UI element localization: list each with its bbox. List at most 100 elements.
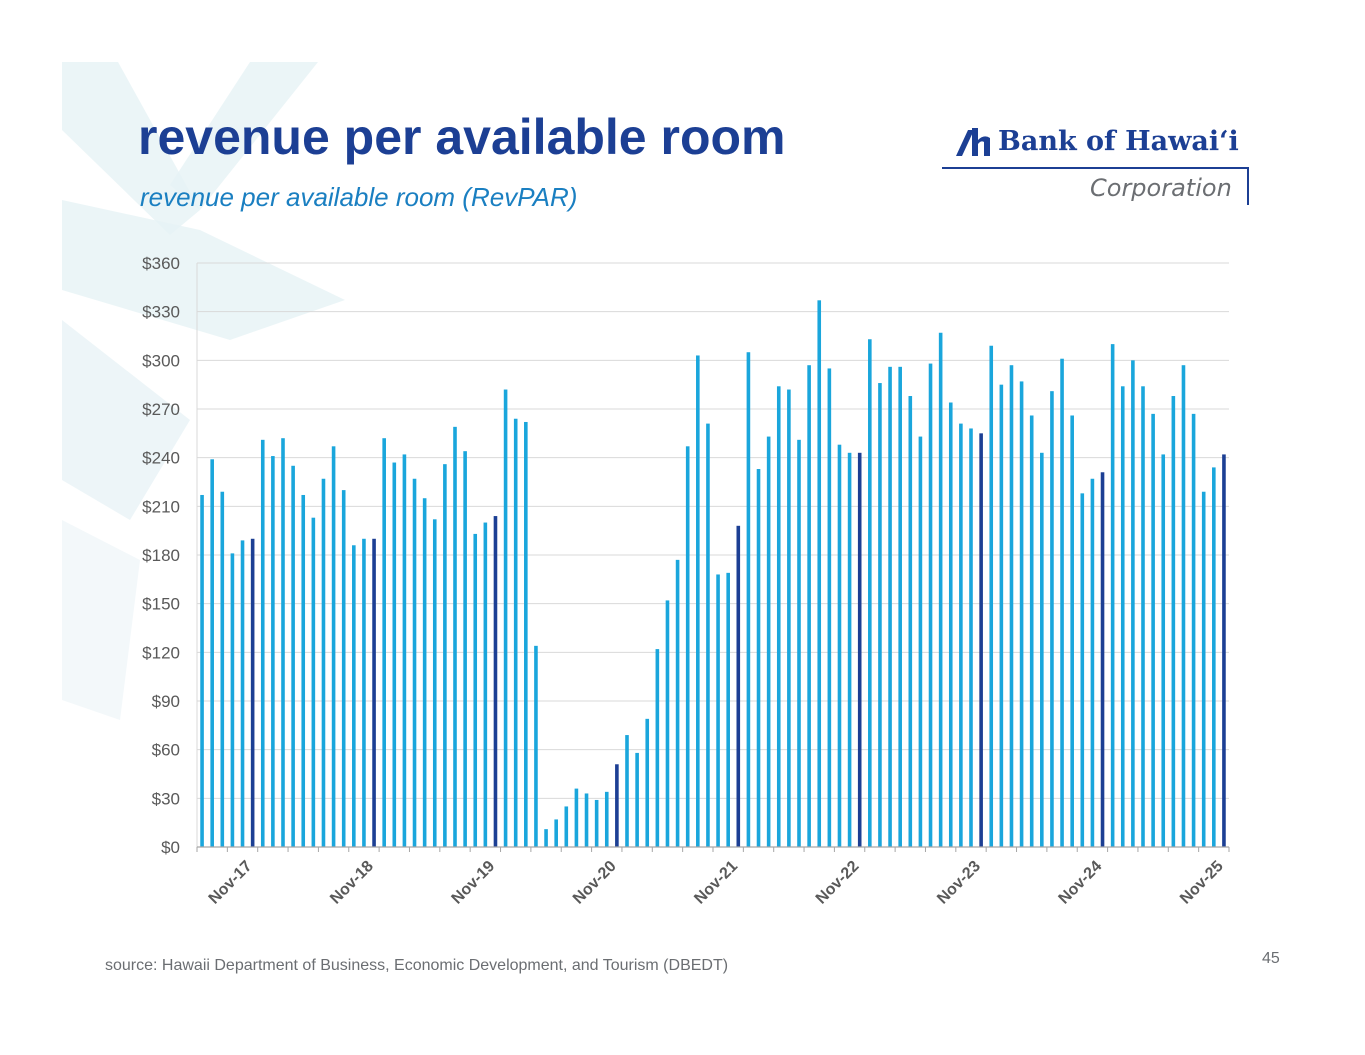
y-tick-label: $210 — [142, 497, 180, 516]
page-number: 45 — [1262, 950, 1280, 967]
bar-Aug-19 — [463, 451, 467, 847]
bar-Apr-21 — [665, 600, 670, 847]
bar-Mar-24 — [1019, 381, 1024, 847]
bar-Feb-25 — [1131, 360, 1135, 847]
x-tick-label: Nov-19 — [449, 858, 499, 908]
x-tick-label: Nov-25 — [1177, 858, 1227, 908]
y-tick-label: $30 — [152, 789, 180, 808]
bar-Apr-23 — [908, 396, 913, 847]
bar-Nov-20 — [615, 764, 619, 847]
bar-Dec-19 — [503, 389, 508, 847]
bar-Sep-17 — [230, 553, 235, 847]
bar-Jan-21 — [635, 752, 639, 847]
y-tick-label: $240 — [142, 449, 180, 468]
bar-Jul-19 — [453, 426, 457, 847]
y-tick-label: $120 — [142, 643, 180, 662]
bar-Feb-18 — [281, 438, 285, 847]
bar-Mar-19 — [412, 478, 417, 847]
bar-Mar-23 — [898, 366, 902, 847]
bar-Jun-22 — [807, 365, 811, 847]
bar-Oct-25 — [1212, 467, 1216, 847]
x-tick-label: Nov-24 — [1056, 858, 1106, 908]
y-tick-label: $360 — [142, 254, 180, 273]
x-axis-tick-labels: Nov-17 Nov-18 Nov-19 Nov-20 Nov-21 Nov-22 Nov-… — [206, 858, 1227, 908]
source-note: source: Hawaii Department of Business, E… — [105, 957, 729, 974]
bar-Feb-22 — [766, 436, 771, 847]
bar-Aug-24 — [1070, 415, 1074, 847]
gridlines — [196, 262, 1229, 848]
bar-Feb-21 — [645, 718, 650, 847]
x-axis — [196, 846, 1230, 852]
bar-May-24 — [1040, 452, 1044, 847]
bar-Jan-18 — [271, 456, 275, 847]
bar-Jan-23 — [878, 383, 882, 847]
y-tick-label: $330 — [142, 303, 180, 322]
bar-Oct-22 — [847, 452, 852, 847]
bar-Nov-17 — [250, 538, 255, 847]
bar-Jul-20 — [574, 788, 579, 847]
bar-Oct-24 — [1090, 478, 1095, 847]
bar-Dec-22 — [868, 339, 872, 847]
bar-Aug-22 — [827, 368, 832, 847]
bar-Jan-20 — [513, 418, 518, 847]
logo-rule — [942, 167, 1249, 169]
bar-Jun-18 — [321, 478, 326, 847]
bar-Jan-24 — [999, 384, 1004, 847]
bar-Dec-18 — [382, 438, 386, 847]
x-tick-label: Nov-22 — [813, 858, 863, 908]
bar-Mar-21 — [655, 649, 660, 847]
bar-Feb-24 — [1009, 365, 1014, 847]
bar-Oct-23 — [969, 428, 973, 847]
logo-subtext: Corporation — [1090, 174, 1232, 202]
bar-Aug-17 — [220, 491, 225, 847]
y-tick-label: $150 — [142, 595, 180, 614]
bar-Nov-25 — [1222, 454, 1226, 847]
bar-Feb-20 — [524, 421, 528, 847]
x-tick-label: Nov-18 — [327, 858, 377, 908]
bar-Sep-21 — [716, 574, 720, 847]
bar-Jun-25 — [1171, 396, 1176, 847]
bar-Oct-21 — [726, 572, 730, 847]
bar-Dec-23 — [989, 345, 994, 847]
bar-Apr-25 — [1151, 413, 1155, 847]
bank-logo-icon — [956, 128, 990, 156]
x-tick-label: Nov-20 — [570, 858, 620, 908]
bar-Mar-25 — [1141, 386, 1145, 847]
bar-May-21 — [675, 559, 680, 847]
bar-Sep-25 — [1201, 491, 1206, 847]
y-tick-label: $60 — [152, 741, 180, 760]
bar-Aug-23 — [948, 402, 953, 847]
bar-Jul-23 — [938, 332, 943, 847]
logo-rule-vertical — [1247, 167, 1249, 205]
bar-Sep-20 — [594, 799, 599, 847]
bar-Sep-19 — [473, 533, 478, 847]
bar-Aug-21 — [706, 423, 710, 847]
bar-May-25 — [1161, 454, 1166, 847]
bar-Jul-24 — [1060, 358, 1064, 847]
bar-Mar-18 — [291, 465, 295, 847]
bar-Dec-24 — [1110, 344, 1115, 847]
bar-Jan-25 — [1120, 386, 1125, 847]
bar-Nov-18 — [372, 538, 376, 847]
bar-Oct-19 — [483, 522, 488, 847]
bar-Jun-17 — [200, 494, 204, 847]
bar-Sep-23 — [959, 423, 963, 847]
y-tick-label: $0 — [161, 838, 180, 857]
bar-Jun-21 — [685, 446, 690, 847]
bar-Jun-24 — [1050, 391, 1054, 847]
bar-Oct-20 — [604, 791, 609, 847]
bar-May-19 — [432, 519, 437, 847]
bar-Mar-20 — [534, 645, 538, 847]
bar-Apr-18 — [301, 494, 306, 847]
bar-Jul-21 — [696, 355, 700, 847]
bar-Jul-25 — [1181, 365, 1186, 847]
bar-Aug-18 — [341, 490, 346, 847]
bar-Nov-19 — [493, 516, 498, 847]
bar-May-20 — [554, 819, 558, 847]
y-tick-label: $270 — [142, 400, 180, 419]
x-tick-label: Nov-17 — [206, 858, 256, 908]
chart-subtitle: revenue per available room (RevPAR) — [140, 182, 578, 212]
bar-Aug-20 — [584, 793, 589, 847]
bar-Apr-20 — [544, 829, 548, 847]
